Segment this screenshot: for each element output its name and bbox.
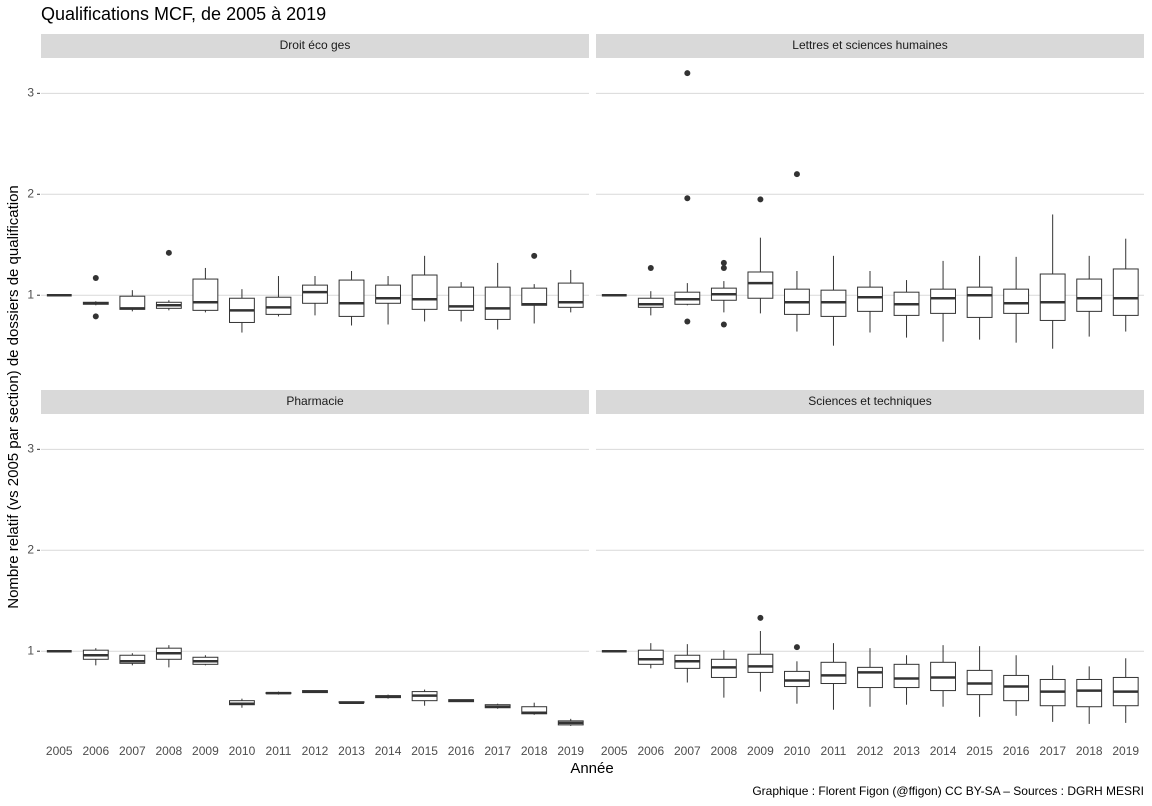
y-tick-label: 3: [27, 86, 34, 100]
x-tick-label: 2014: [930, 744, 957, 758]
box: [637, 297, 664, 308]
x-tick-label: 2009: [747, 744, 774, 758]
x-tick-label: 2015: [411, 744, 438, 758]
x-tick-label: 2008: [156, 744, 183, 758]
y-tick-label: 1: [27, 643, 34, 657]
y-tick-label: 1: [27, 287, 34, 301]
outlier: [757, 196, 764, 203]
x-tick-label: 2019: [1112, 744, 1139, 758]
outlier: [684, 318, 691, 325]
box: [375, 284, 401, 304]
box: [1076, 278, 1103, 312]
box: [1112, 268, 1139, 316]
outlier: [92, 275, 99, 282]
box: [338, 279, 365, 317]
facet-title: Lettres et sciences humaines: [792, 38, 947, 52]
outlier: [720, 264, 727, 271]
box: [411, 274, 438, 310]
y-tick-label: 2: [27, 542, 34, 556]
box: [557, 282, 584, 308]
y-tick-label: 2: [27, 186, 34, 200]
outlier: [684, 195, 691, 202]
outlier: [720, 321, 727, 328]
outlier: [720, 259, 727, 266]
outlier: [793, 171, 800, 178]
x-tick-label: 2016: [1003, 744, 1030, 758]
outlier: [531, 252, 538, 259]
x-tick-label: 2006: [637, 744, 664, 758]
box: [192, 278, 219, 311]
box: [966, 286, 993, 318]
x-tick-label: 2007: [119, 744, 146, 758]
outlier: [165, 249, 172, 256]
box: [637, 649, 664, 665]
x-tick-label: 2005: [601, 744, 628, 758]
box: [521, 287, 548, 306]
box: [1039, 273, 1066, 321]
box: [1003, 288, 1030, 314]
box: [820, 661, 847, 685]
x-tick-label: 2010: [229, 744, 256, 758]
x-tick-label: 2013: [338, 744, 365, 758]
box: [1003, 674, 1030, 702]
outlier: [757, 614, 764, 621]
outlier: [647, 264, 654, 271]
x-tick-label: 2017: [484, 744, 511, 758]
box: [747, 653, 774, 673]
x-tick-label: 2012: [857, 744, 884, 758]
y-axis-title: Nombre relatif (vs 2005 par section) de …: [5, 185, 22, 609]
x-tick-label: 2017: [1039, 744, 1066, 758]
box: [448, 286, 475, 311]
x-tick-label: 2009: [192, 744, 219, 758]
box: [857, 666, 883, 689]
facet-strip: [41, 34, 589, 58]
outlier: [684, 70, 691, 77]
facet-strip: [596, 34, 1144, 58]
x-tick-label: 2012: [302, 744, 329, 758]
box: [484, 286, 511, 320]
chart-title: Qualifications MCF, de 2005 à 2019: [41, 4, 326, 24]
x-tick-label: 2015: [966, 744, 993, 758]
facet-strip: [596, 390, 1144, 414]
x-tick-label: 2018: [521, 744, 548, 758]
x-tick-label: 2006: [82, 744, 109, 758]
outlier: [92, 313, 99, 320]
x-axis-title: Année: [570, 760, 613, 777]
x-tick-label: 2011: [266, 744, 292, 758]
x-tick-label: 2011: [821, 744, 847, 758]
box: [265, 296, 292, 315]
facet-title: Pharmacie: [286, 394, 344, 408]
box: [857, 286, 883, 312]
y-tick-label: 3: [27, 442, 34, 456]
box: [1076, 678, 1103, 708]
x-tick-label: 2013: [893, 744, 920, 758]
x-tick-label: 2010: [784, 744, 811, 758]
x-tick-label: 2014: [375, 744, 402, 758]
box: [119, 654, 146, 664]
box: [302, 284, 328, 304]
x-tick-label: 2019: [557, 744, 584, 758]
x-tick-label: 2007: [674, 744, 701, 758]
x-tick-label: 2016: [448, 744, 475, 758]
box: [893, 663, 920, 689]
facet-title: Sciences et techniques: [808, 394, 931, 408]
x-tick-label: 2018: [1076, 744, 1103, 758]
x-tick-label: 2005: [46, 744, 73, 758]
facet-strip: [41, 390, 589, 414]
outlier: [793, 644, 800, 651]
facet-title: Droit éco ges: [280, 38, 351, 52]
box: [747, 271, 774, 299]
box: [784, 670, 810, 688]
box: [930, 288, 956, 314]
x-tick-label: 2008: [711, 744, 738, 758]
caption: Graphique : Florent Figon (@ffigon) CC B…: [752, 784, 1144, 798]
